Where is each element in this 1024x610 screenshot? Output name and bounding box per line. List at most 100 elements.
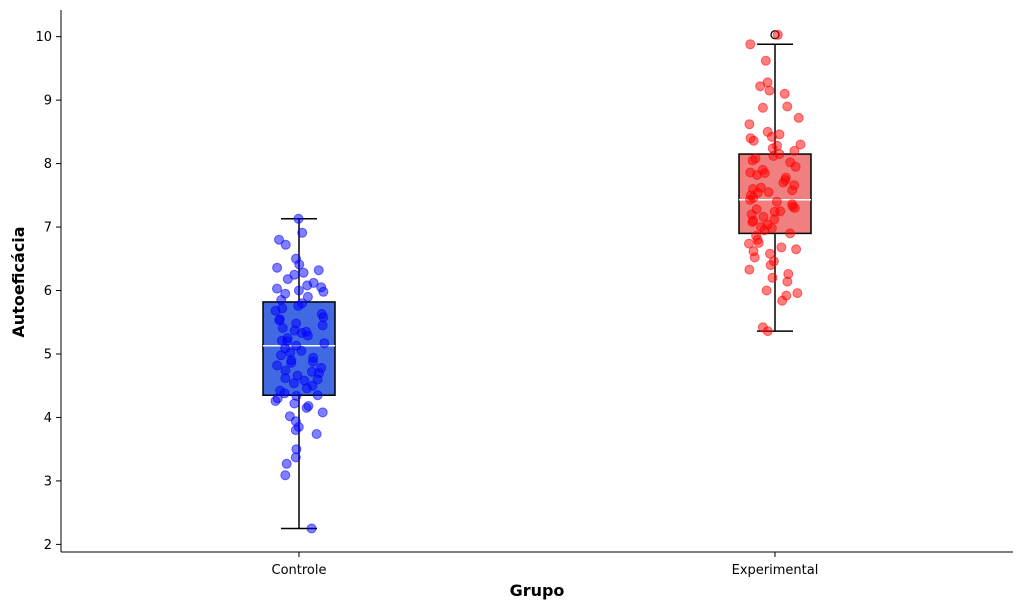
data-point: [316, 282, 327, 293]
data-point: [793, 112, 804, 123]
y-tick-label: 10: [35, 30, 52, 45]
data-point: [766, 223, 777, 234]
data-point: [313, 265, 324, 276]
data-point: [778, 177, 789, 188]
data-point: [319, 338, 330, 349]
data-point: [272, 360, 283, 371]
y-tick-label: 9: [44, 94, 52, 109]
data-point: [789, 145, 800, 156]
data-point: [745, 133, 756, 144]
data-point: [785, 228, 796, 239]
data-point: [301, 326, 312, 337]
data-point: [296, 345, 307, 356]
data-point: [745, 39, 756, 50]
box-group-experimental: [738, 29, 812, 337]
data-point: [312, 390, 323, 401]
data-point: [318, 312, 329, 323]
data-point: [772, 29, 783, 40]
x-axis: Controle Experimental: [61, 551, 1013, 578]
data-point: [762, 326, 773, 337]
data-point: [279, 388, 290, 399]
data-point: [753, 237, 764, 248]
y-tick-label: 7: [44, 221, 52, 236]
x-tick-label: Experimental: [732, 563, 819, 578]
data-point: [302, 280, 313, 291]
data-point: [290, 425, 301, 436]
data-point: [270, 305, 281, 316]
data-point: [748, 215, 759, 226]
y-tick-label: 3: [44, 474, 52, 489]
data-point: [280, 373, 291, 384]
data-point: [311, 429, 322, 439]
data-point: [782, 276, 793, 287]
box-group-controle: [262, 213, 336, 534]
data-point: [317, 320, 328, 331]
data-point: [791, 244, 802, 255]
data-point: [274, 234, 284, 245]
y-tick-label: 2: [44, 538, 52, 553]
plot-area: [262, 29, 812, 534]
data-point: [776, 242, 787, 253]
data-point: [276, 295, 287, 305]
data-point: [790, 161, 801, 172]
data-point: [772, 140, 783, 151]
data-point: [769, 214, 780, 225]
data-point: [317, 407, 328, 418]
data-point: [270, 396, 281, 406]
data-point: [755, 81, 766, 92]
data-point: [777, 295, 788, 306]
data-point: [306, 523, 317, 534]
data-point: [789, 203, 800, 213]
data-point: [297, 227, 308, 238]
y-axis: 2 3 4 5 6 7 8 9 10: [35, 10, 62, 553]
data-point: [277, 323, 288, 333]
data-point: [775, 206, 786, 217]
data-point: [301, 402, 312, 413]
data-point: [744, 264, 755, 275]
data-point: [274, 314, 285, 325]
data-point: [768, 151, 779, 161]
data-point: [767, 272, 778, 283]
data-point: [286, 357, 297, 368]
data-point: [744, 238, 754, 249]
data-point: [282, 274, 293, 285]
data-point: [748, 184, 758, 194]
data-point: [747, 155, 758, 166]
data-point: [307, 356, 318, 367]
y-tick-label: 6: [44, 284, 52, 299]
data-point: [280, 470, 291, 481]
data-point: [306, 366, 317, 377]
data-point: [764, 85, 775, 96]
data-point: [276, 350, 286, 361]
y-tick-label: 5: [44, 347, 52, 362]
data-point: [757, 102, 768, 113]
data-point: [294, 259, 305, 270]
data-point: [760, 55, 771, 66]
y-tick-label: 4: [44, 411, 52, 426]
data-point: [771, 196, 782, 207]
data-point: [758, 211, 769, 222]
y-tick-label: 8: [44, 157, 52, 172]
data-point: [290, 452, 301, 463]
data-point: [288, 378, 299, 389]
data-point: [272, 283, 282, 294]
data-point: [293, 213, 304, 224]
data-point: [293, 300, 304, 311]
data-point: [779, 88, 790, 99]
data-point: [298, 267, 309, 278]
x-axis-title: Grupo: [510, 581, 565, 600]
data-point: [744, 119, 755, 130]
data-point: [787, 185, 798, 196]
data-point: [761, 285, 772, 296]
data-point: [289, 398, 300, 409]
data-point: [765, 260, 776, 271]
data-point: [301, 383, 312, 394]
data-point: [763, 187, 774, 198]
data-point: [749, 252, 760, 263]
data-point: [312, 374, 323, 385]
data-point: [272, 262, 283, 273]
data-point: [759, 168, 770, 179]
data-point: [291, 444, 302, 455]
data-point: [795, 139, 806, 150]
data-point: [302, 291, 313, 302]
